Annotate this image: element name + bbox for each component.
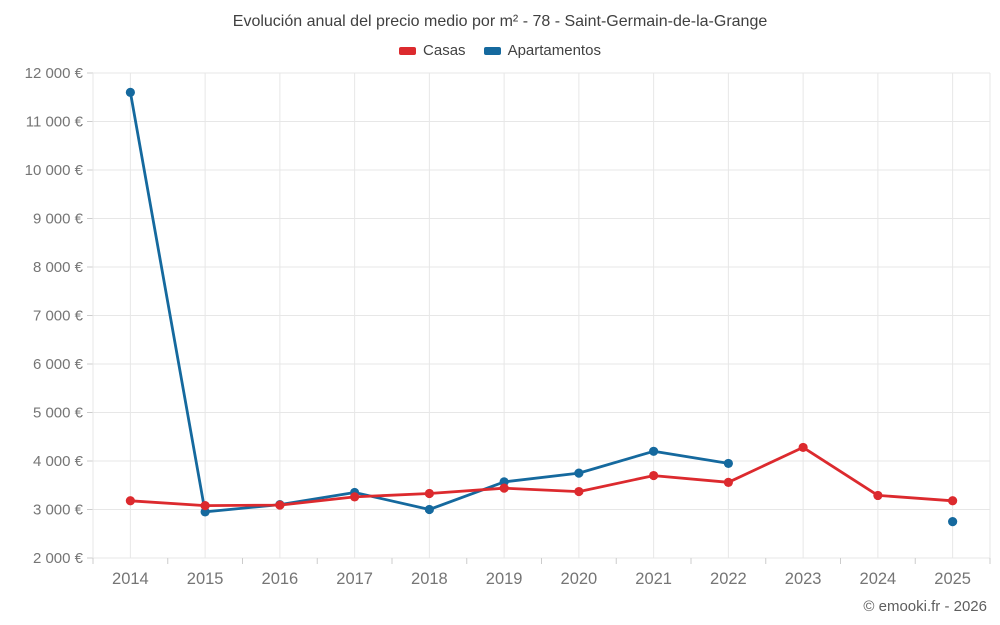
data-point-casas-2018[interactable] xyxy=(424,488,434,499)
data-point-apartamentos-2019[interactable] xyxy=(499,477,509,487)
data-point-casas-2015[interactable] xyxy=(200,501,210,511)
y-axis-label: 2 000 € xyxy=(33,550,84,567)
data-point-casas-2020[interactable] xyxy=(574,486,584,497)
data-point-casas-2017[interactable] xyxy=(350,492,360,502)
data-point-apartamentos-2021[interactable] xyxy=(649,446,659,456)
x-axis-label: 2022 xyxy=(710,570,747,588)
legend-swatch-apartamentos xyxy=(483,46,501,55)
x-axis-label: 2020 xyxy=(561,570,598,588)
data-point-apartamentos-2025[interactable] xyxy=(948,517,958,527)
y-axis-label: 5 000 € xyxy=(33,405,84,422)
series-line-casas xyxy=(129,446,954,507)
x-axis-label: 2014 xyxy=(112,570,149,588)
chart-title: Evolución anual del precio medio por m² … xyxy=(232,13,768,30)
legend-label-casas: Casas xyxy=(423,42,466,59)
legend-label-apartamentos: Apartamentos xyxy=(507,42,601,59)
x-axis-label: 2025 xyxy=(934,570,971,588)
legend-swatch-casas xyxy=(399,46,417,55)
y-axis-label: 12 000 € xyxy=(25,65,84,82)
copyright-credit: © emooki.fr - 2026 xyxy=(863,598,987,615)
y-axis-label: 3 000 € xyxy=(33,502,84,519)
data-point-casas-2023[interactable] xyxy=(798,442,808,453)
x-axis-label: 2021 xyxy=(635,570,672,588)
legend-item-apartamentos[interactable]: Apartamentos xyxy=(483,42,601,59)
y-axis-label: 4 000 € xyxy=(33,453,84,470)
data-point-apartamentos-2022[interactable] xyxy=(723,458,733,469)
data-point-casas-2021[interactable] xyxy=(649,470,659,481)
data-point-casas-2016[interactable] xyxy=(275,500,285,510)
x-axis-label: 2016 xyxy=(262,570,299,588)
x-axis-label: 2015 xyxy=(187,570,224,588)
data-point-apartamentos-2014[interactable] xyxy=(125,87,135,97)
data-point-apartamentos-2020[interactable] xyxy=(574,468,584,478)
data-point-apartamentos-2018[interactable] xyxy=(424,504,434,515)
y-axis-label: 9 000 € xyxy=(33,211,84,228)
data-point-casas-2019[interactable] xyxy=(499,483,509,493)
data-point-apartamentos-2015[interactable] xyxy=(200,507,210,517)
legend-item-casas[interactable]: Casas xyxy=(399,42,466,59)
x-axis-label: 2018 xyxy=(411,570,448,588)
x-axis-label: 2023 xyxy=(785,570,822,588)
y-axis-label: 6 000 € xyxy=(33,356,84,373)
y-axis-label: 11 000 € xyxy=(26,114,84,131)
x-axis-label: 2024 xyxy=(860,570,897,588)
data-point-casas-2025[interactable] xyxy=(948,496,958,506)
data-point-casas-2022[interactable] xyxy=(723,477,733,487)
chart-legend: Casas Apartamentos xyxy=(0,42,1000,59)
x-axis-label: 2019 xyxy=(486,570,523,588)
data-point-casas-2024[interactable] xyxy=(873,490,883,501)
data-point-casas-2014[interactable] xyxy=(125,496,135,506)
y-axis-label: 8 000 € xyxy=(33,259,84,276)
x-axis-label: 2017 xyxy=(336,570,373,588)
y-axis-label: 7 000 € xyxy=(33,308,84,325)
y-axis-label: 10 000 € xyxy=(25,162,84,179)
